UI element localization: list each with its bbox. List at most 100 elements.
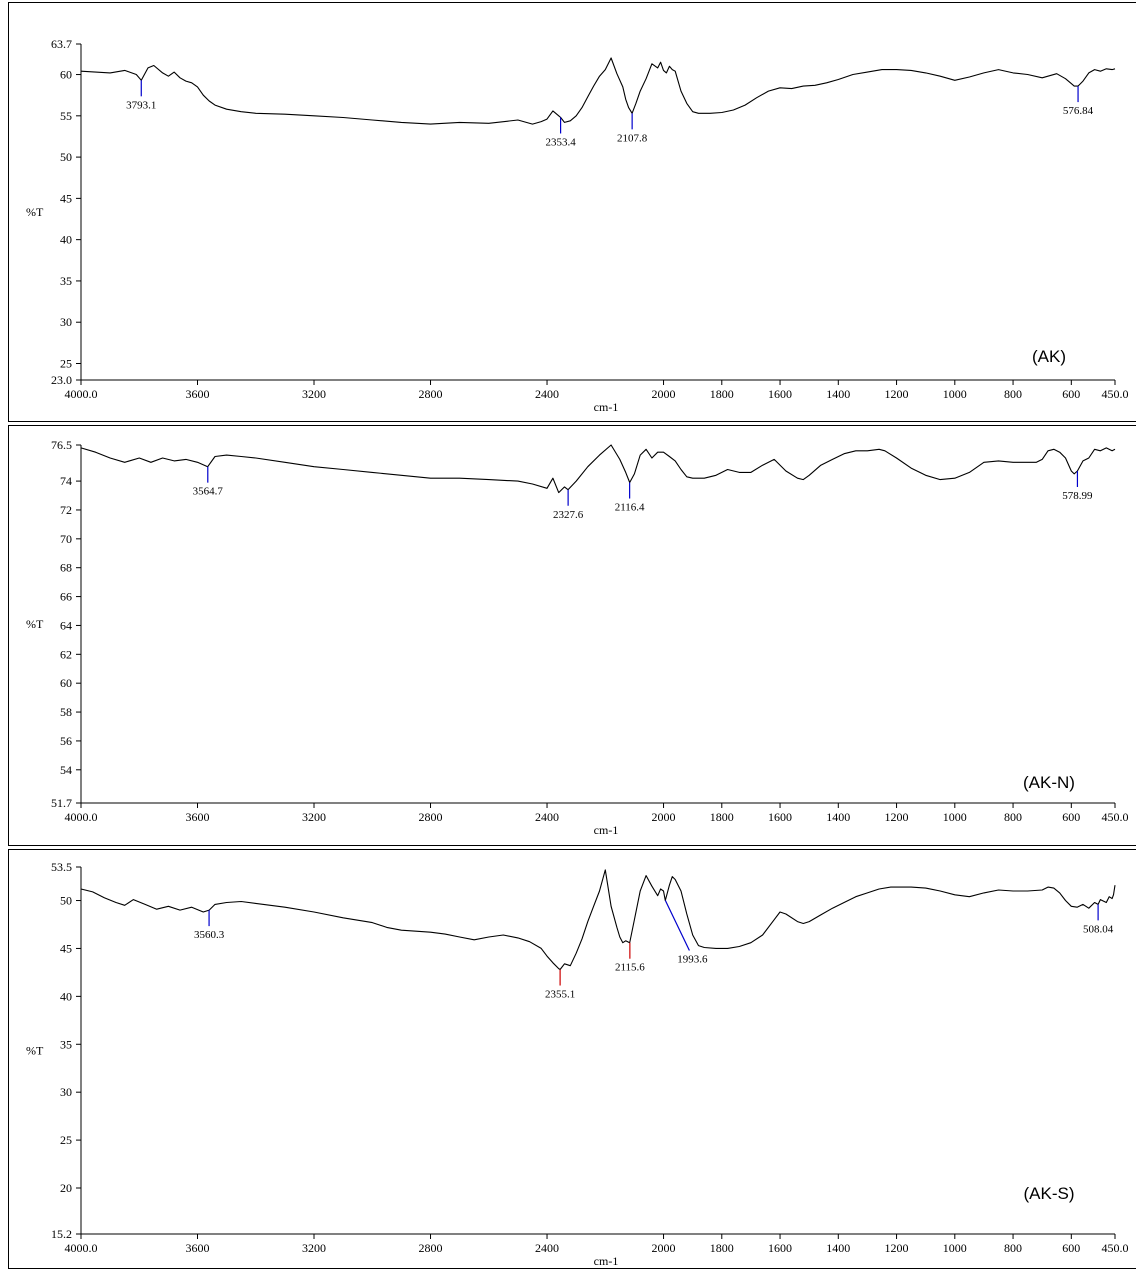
chart-0-y-tick-label: 60	[60, 68, 72, 82]
chart-0-x-tick-label: 1800	[710, 387, 734, 401]
chart-1-x-tick-label: 2000	[652, 810, 676, 824]
chart-2-x-tick-label: 1400	[826, 1241, 850, 1255]
chart-0-y-tick-label: 25	[60, 356, 72, 370]
chart-1-x-tick-label: 800	[1004, 810, 1022, 824]
chart-0-x-tick-label: 1200	[885, 387, 909, 401]
chart-2-y-tick-label: 25	[60, 1133, 72, 1147]
spectrum-panel-ak-n: 4000.0 3600 3200 2800 2400 2000 1800 1600 1400 12…	[8, 425, 1136, 846]
chart-2-y-tick-label: 20	[60, 1181, 72, 1195]
chart-1-y-tick-label: 74	[60, 474, 72, 488]
chart-1-x-tick-label: 4000.0	[65, 810, 98, 824]
chart-1-peak-label: 2327.6	[553, 509, 584, 521]
chart-1-x-axis-label: cm-1	[594, 823, 619, 837]
chart-2-x-tick-label: 1200	[885, 1241, 909, 1255]
chart-1-y-tick-label: 62	[60, 647, 72, 661]
chart-0-x-tick-label: 2400	[535, 387, 559, 401]
chart-2-spectrum-line	[80, 869, 1116, 971]
chart-0-x-tick-label: 4000.0	[65, 387, 98, 401]
chart-2-sample-label: (AK-S)	[1024, 1184, 1075, 1203]
chart-1-y-tick-label: 72	[60, 503, 72, 517]
chart-2-peak-label: 2115.6	[615, 962, 645, 974]
chart-0-y-tick-label: 23.0	[51, 373, 72, 387]
chart-1-x-tick-label: 3600	[186, 810, 210, 824]
chart-0-peak-label: 2353.4	[545, 136, 576, 148]
chart-0-x-tick-label: 1000	[943, 387, 967, 401]
chart-2-x-tick-label: 800	[1004, 1241, 1022, 1255]
chart-2-x-tick-label: 1600	[768, 1241, 792, 1255]
chart-2-x-tick-label: 450.0	[1102, 1241, 1129, 1255]
chart-1-x-tick-label: 1400	[826, 810, 850, 824]
chart-2-peak-label: 1993.6	[677, 954, 708, 966]
chart-0-y-tick-label: 45	[60, 191, 72, 205]
chart-1-spectrum-line	[80, 444, 1116, 494]
chart-2-x-tick-label: 2000	[652, 1241, 676, 1255]
chart-1-x-tick-label: 1800	[710, 810, 734, 824]
chart-1-y-tick-label: 64	[60, 618, 72, 632]
chart-0-y-tick-label: 30	[60, 315, 72, 329]
chart-1-peak-label: 2116.4	[615, 502, 645, 514]
chart-0-x-tick-label: 3200	[302, 387, 326, 401]
spectrum-chart-ak: 4000.0 3600 3200 2800 2400 2000 1800 1600 1400 12…	[26, 37, 1129, 414]
chart-2-y-tick-label: 45	[60, 941, 72, 955]
chart-2-peak-marker	[664, 900, 690, 951]
chart-2-y-axis-label: %T	[26, 1044, 44, 1058]
chart-0-sample-label: (AK)	[1032, 347, 1066, 366]
chart-0-x-tick-label: 1600	[768, 387, 792, 401]
chart-1-x-tick-label: 1000	[943, 810, 967, 824]
spectrum-chart-ak-n: 4000.0 3600 3200 2800 2400 2000 1800 1600 1400 12…	[26, 438, 1129, 837]
chart-2-y-tick-label: 15.2	[51, 1227, 72, 1241]
chart-0-peak-label: 576.84	[1063, 105, 1094, 117]
chart-0-x-tick-label: 2000	[652, 387, 676, 401]
chart-2-y-tick-label: 50	[60, 894, 72, 908]
chart-1-y-tick-label: 66	[60, 590, 72, 604]
chart-0-x-tick-label: 450.0	[1102, 387, 1129, 401]
chart-0-y-axis-label: %T	[26, 205, 44, 219]
chart-1-peak-label: 578.99	[1062, 490, 1093, 502]
spectrum-panel-ak-s: 4000.0 3600 3200 2800 2400 2000 1800 1600 1400 12…	[8, 849, 1136, 1269]
chart-0-y-tick-label: 35	[60, 274, 72, 288]
chart-0-peak-label: 3793.1	[126, 99, 156, 111]
chart-0-y-tick-label: 63.7	[51, 37, 72, 51]
chart-0-x-tick-label: 3600	[186, 387, 210, 401]
chart-2-y-tick-label: 40	[60, 989, 72, 1003]
spectrum-panel-ak: 4000.0 3600 3200 2800 2400 2000 1800 1600 1400 12…	[8, 2, 1136, 422]
chart-0-x-tick-label: 600	[1062, 387, 1080, 401]
chart-2-peak-label: 3560.3	[194, 929, 225, 941]
chart-0-peak-label: 2107.8	[617, 132, 648, 144]
chart-1-x-tick-label: 2800	[419, 810, 443, 824]
chart-1-peak-label: 3564.7	[193, 486, 224, 498]
chart-1-y-tick-label: 68	[60, 561, 72, 575]
chart-2-y-tick-label: 30	[60, 1085, 72, 1099]
chart-2-x-tick-label: 3200	[302, 1241, 326, 1255]
chart-2-x-tick-label: 2800	[419, 1241, 443, 1255]
chart-1-y-tick-label: 76.5	[51, 438, 72, 452]
chart-2-x-tick-label: 3600	[186, 1241, 210, 1255]
chart-2-y-tick-label: 53.5	[51, 860, 72, 874]
chart-2-x-tick-label: 4000.0	[65, 1241, 98, 1255]
chart-2-x-tick-label: 2400	[535, 1241, 559, 1255]
chart-1-x-tick-label: 3200	[302, 810, 326, 824]
chart-2-x-axis-label: cm-1	[594, 1254, 619, 1268]
chart-0-x-axis-label: cm-1	[594, 400, 619, 414]
chart-1-x-tick-label: 600	[1062, 810, 1080, 824]
chart-1-x-tick-label: 1600	[768, 810, 792, 824]
chart-0-y-tick-label: 50	[60, 150, 72, 164]
chart-1-y-axis-label: %T	[26, 617, 44, 631]
chart-1-x-tick-label: 450.0	[1102, 810, 1129, 824]
chart-1-sample-label: (AK-N)	[1023, 773, 1075, 792]
chart-1-y-tick-label: 60	[60, 676, 72, 690]
chart-2-x-tick-label: 1000	[943, 1241, 967, 1255]
chart-2-y-tick-label: 35	[60, 1037, 72, 1051]
chart-2-peak-label: 508.04	[1083, 923, 1114, 935]
chart-0-x-tick-label: 2800	[419, 387, 443, 401]
chart-0-x-tick-label: 1400	[826, 387, 850, 401]
chart-0-spectrum-line	[80, 57, 1116, 125]
chart-2-x-tick-label: 1800	[710, 1241, 734, 1255]
chart-1-y-tick-label: 54	[60, 763, 72, 777]
chart-1-x-tick-label: 1200	[885, 810, 909, 824]
chart-1-y-tick-label: 56	[60, 734, 72, 748]
chart-2-peak-label: 2355.1	[545, 989, 575, 1001]
chart-0-y-tick-label: 55	[60, 109, 72, 123]
chart-0-y-tick-label: 40	[60, 233, 72, 247]
chart-1-y-tick-label: 58	[60, 705, 72, 719]
